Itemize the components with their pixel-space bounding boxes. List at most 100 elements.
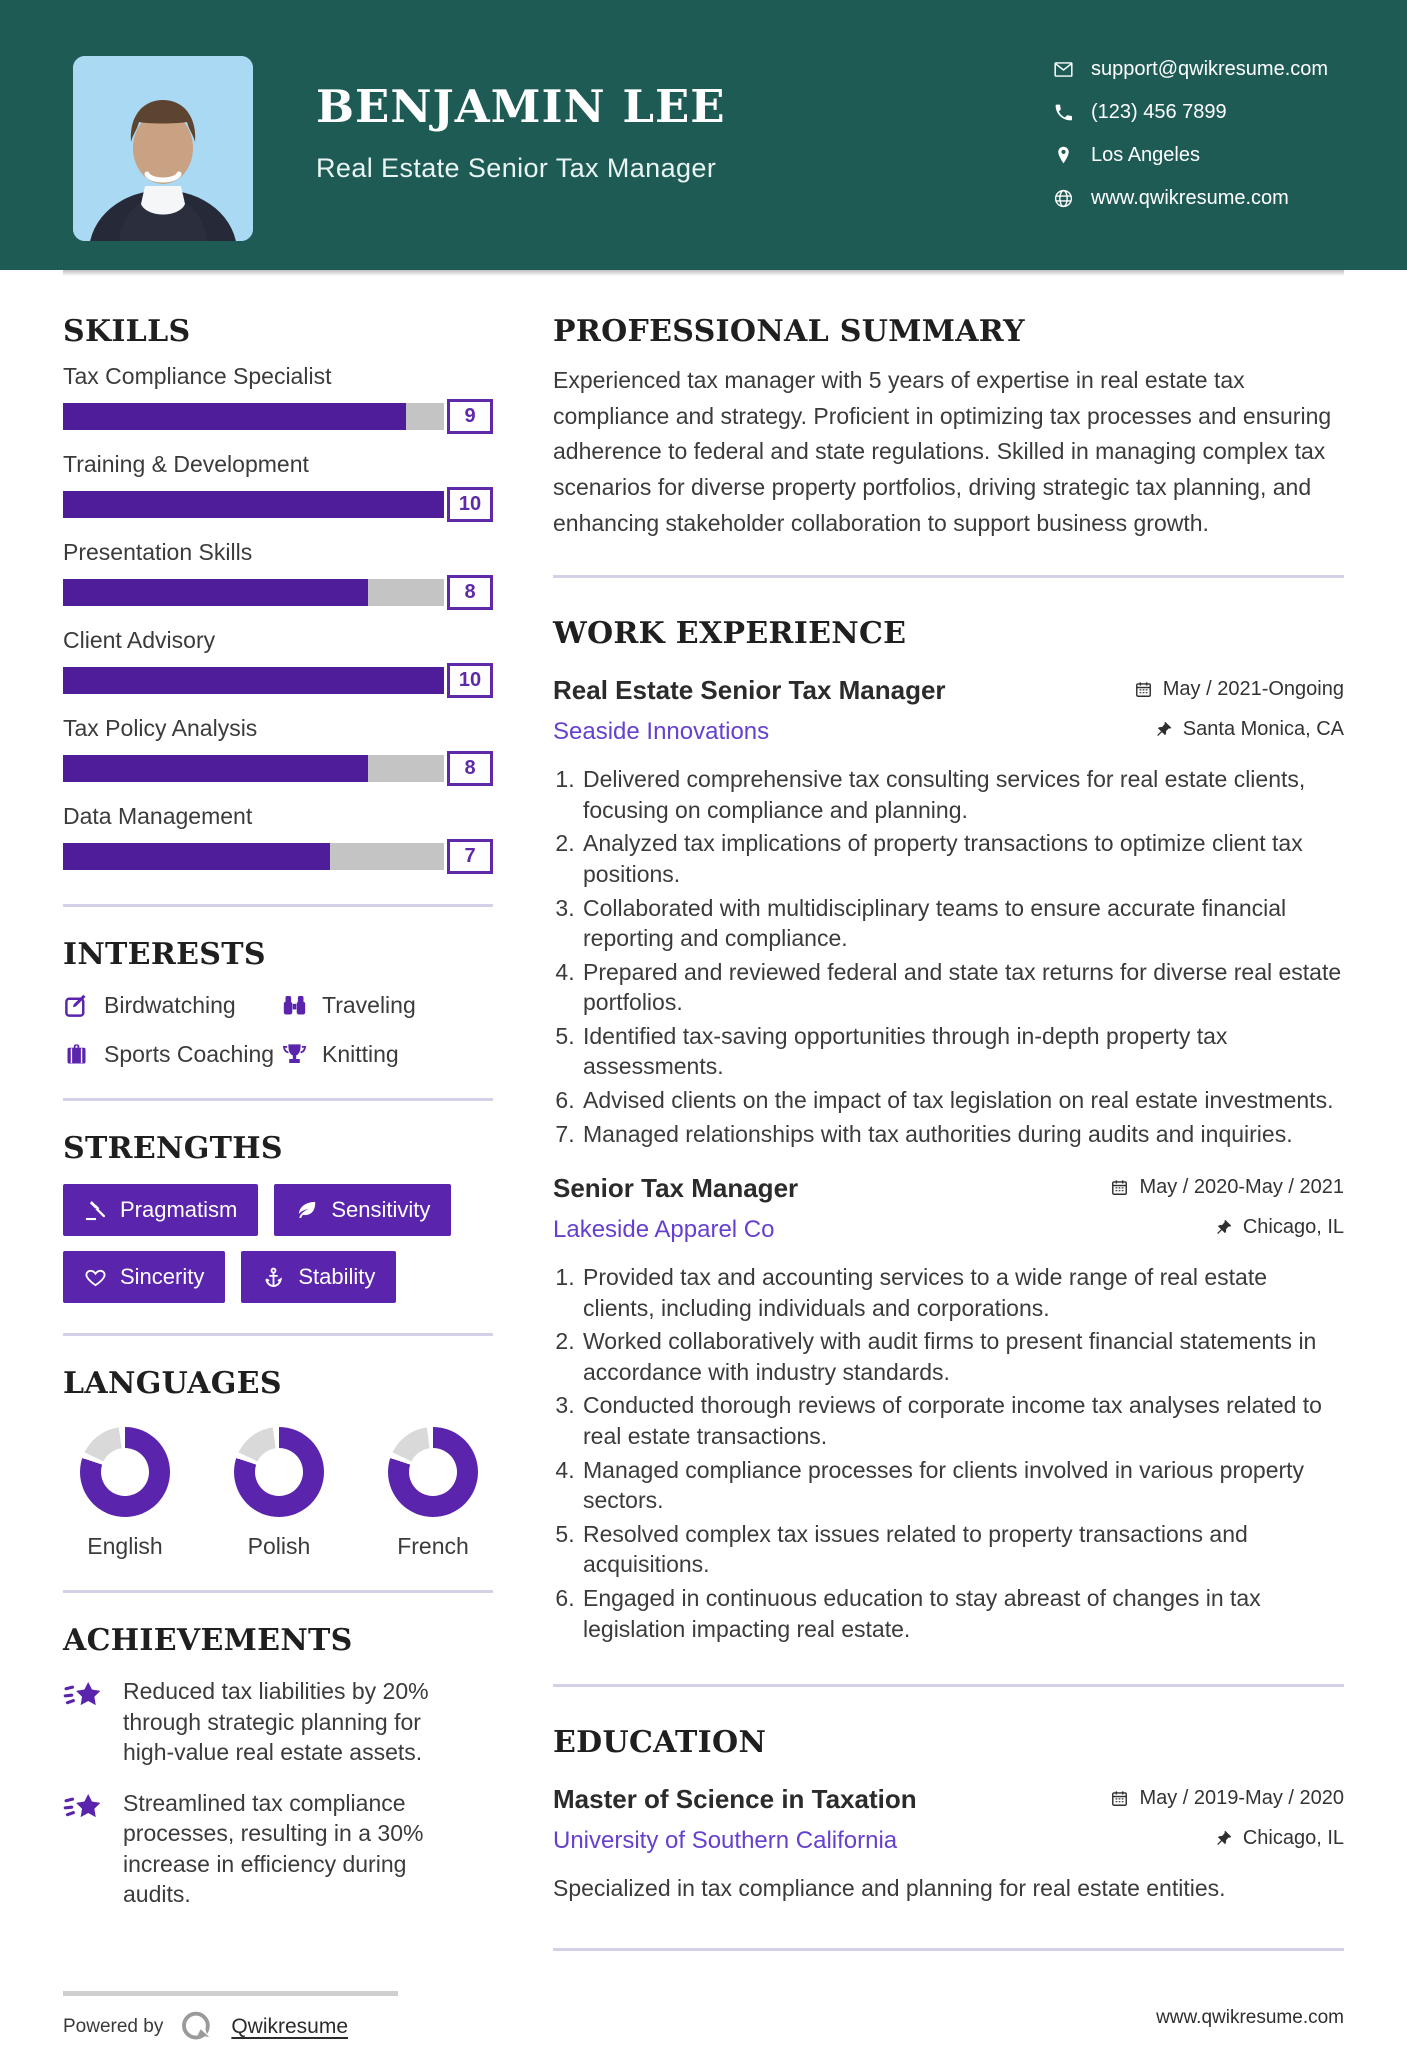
language-donut-chart <box>234 1427 324 1517</box>
skill-label: Training & Development <box>63 451 309 477</box>
education-heading: EDUCATION <box>553 1725 767 1761</box>
company-link[interactable]: Seaside Innovations <box>553 718 770 746</box>
skill-bar-track <box>63 403 444 430</box>
achievement-item: Streamlined tax compliance processes, re… <box>63 1788 493 1910</box>
divider <box>553 1684 1344 1688</box>
languages-heading: LANGUAGES <box>63 1366 282 1401</box>
calendar-icon <box>1134 680 1153 699</box>
strength-icon <box>84 1199 107 1222</box>
candidate-name: BENJAMIN LEE <box>316 80 726 133</box>
header-shadow <box>63 270 1344 276</box>
job-bullets: Provided tax and accounting services to … <box>553 1262 1344 1644</box>
company-link[interactable]: Lakeside Apparel Co <box>553 1216 775 1244</box>
job-date: May / 2021-Ongoing <box>1134 678 1344 701</box>
job-date-text: May / 2021-Ongoing <box>1162 678 1344 701</box>
contact-list: support@qwikresume.com (123) 456 7899 Lo… <box>1053 58 1328 210</box>
skill-bar-fill <box>63 843 330 870</box>
skill-score-badge: 8 <box>447 751 493 786</box>
skill-label: Client Advisory <box>63 627 216 653</box>
job-date: May / 2020-May / 2021 <box>1110 1176 1344 1199</box>
skill-score-badge: 10 <box>447 487 493 522</box>
pushpin-icon <box>1214 1218 1233 1237</box>
job-bullet: Identified tax-saving opportunities thro… <box>581 1021 1344 1082</box>
interest-item: Traveling <box>281 992 493 1019</box>
interests-heading: INTERESTS <box>63 937 266 972</box>
skill-bar-row: 8 <box>63 751 493 786</box>
job-bullet: Prepared and reviewed federal and state … <box>581 957 1344 1018</box>
interest-label: Birdwatching <box>104 992 236 1018</box>
skill-bar-row: 7 <box>63 839 493 874</box>
interest-icon <box>281 1041 308 1068</box>
footer-website[interactable]: www.qwikresume.com <box>1156 2007 1344 2029</box>
strengths-list: Pragmatism Sensitivity Sincerity Stabili… <box>63 1184 493 1303</box>
experience-heading: WORK EXPERIENCE <box>553 616 907 652</box>
job-bullet: Conducted thorough reviews of corporate … <box>581 1390 1344 1451</box>
qwikresume-link[interactable]: Qwikresume <box>231 2015 349 2039</box>
interest-label: Knitting <box>322 1041 399 1067</box>
footer-divider <box>63 1991 398 1997</box>
skill-bar-track <box>63 491 444 518</box>
job-title: Real Estate Senior Tax Manager <box>553 675 946 706</box>
skill-item: Data Management 7 <box>63 803 493 874</box>
skill-label: Tax Compliance Specialist <box>63 363 332 389</box>
job-location-text: Chicago, IL <box>1242 1216 1344 1239</box>
skill-bar-track <box>63 579 444 606</box>
calendar-icon <box>1110 1789 1129 1808</box>
language-donut-chart <box>388 1427 478 1517</box>
powered-by-label: Powered by <box>63 2016 164 2038</box>
divider <box>553 575 1344 579</box>
strength-chip: Stability <box>241 1251 397 1303</box>
strength-label: Pragmatism <box>120 1197 238 1222</box>
contact-icon <box>1053 188 1074 209</box>
job-bullet: Analyzed tax implications of property tr… <box>581 828 1344 889</box>
education-location-text: Chicago, IL <box>1242 1827 1344 1850</box>
job-location: Santa Monica, CA <box>1154 718 1344 741</box>
sidebar: SKILLS Tax Compliance Specialist 9 Train… <box>63 314 493 1981</box>
contact-icon <box>1053 102 1074 123</box>
interest-label: Traveling <box>322 992 416 1018</box>
job-bullet: Delivered comprehensive tax consulting s… <box>581 764 1344 825</box>
skill-item: Tax Policy Analysis 8 <box>63 715 493 786</box>
education-note: Specialized in tax compliance and planni… <box>553 1875 1226 1902</box>
achievement-text: Streamlined tax compliance processes, re… <box>123 1789 424 1908</box>
profile-photo-illustration <box>73 56 253 241</box>
skill-label: Tax Policy Analysis <box>63 715 258 741</box>
language-donut-chart <box>80 1427 170 1517</box>
divider <box>63 1590 493 1593</box>
interests-list: Birdwatching Traveling Sports Coaching K… <box>63 992 493 1068</box>
languages-list: English Polish French <box>63 1427 493 1560</box>
divider <box>63 904 493 907</box>
skill-item: Client Advisory 10 <box>63 627 493 698</box>
job-bullet: Resolved complex tax issues related to p… <box>581 1519 1344 1580</box>
school-link[interactable]: University of Southern California <box>553 1827 898 1855</box>
contact-item[interactable]: support@qwikresume.com <box>1053 58 1328 81</box>
interest-item: Knitting <box>281 1041 493 1068</box>
job-title: Senior Tax Manager <box>553 1173 799 1204</box>
contact-icon <box>1053 145 1074 166</box>
language-label: English <box>87 1533 163 1559</box>
calendar-icon <box>1110 1178 1129 1197</box>
contact-item[interactable]: Los Angeles <box>1053 144 1328 167</box>
strength-icon <box>295 1199 318 1222</box>
degree-title: Master of Science in Taxation <box>553 1784 917 1815</box>
pushpin-icon <box>1154 720 1173 739</box>
contact-item[interactable]: (123) 456 7899 <box>1053 101 1328 124</box>
job-location: Chicago, IL <box>1214 1216 1344 1239</box>
job-bullets: Delivered comprehensive tax consulting s… <box>553 764 1344 1149</box>
education-entry: Master of Science in Taxation May / 2019… <box>553 1784 1344 1902</box>
interest-icon <box>63 992 90 1019</box>
summary-text: Experienced tax manager with 5 years of … <box>553 367 1332 536</box>
contact-item[interactable]: www.qwikresume.com <box>1053 187 1328 210</box>
strength-chip: Sincerity <box>63 1251 226 1303</box>
skill-bar-row: 10 <box>63 487 493 522</box>
skill-label: Data Management <box>63 803 253 829</box>
skill-bar-row: 8 <box>63 575 493 610</box>
skill-item: Training & Development 10 <box>63 451 493 522</box>
achievement-text: Reduced tax liabilities by 20% through s… <box>123 1678 429 1766</box>
achievements-heading: ACHIEVEMENTS <box>63 1623 353 1658</box>
shooting-star-icon <box>63 1678 105 1714</box>
contact-label: support@qwikresume.com <box>1091 58 1329 80</box>
job-bullet: Advised clients on the impact of tax leg… <box>581 1085 1344 1116</box>
divider <box>63 1333 493 1336</box>
interest-icon <box>281 992 308 1019</box>
